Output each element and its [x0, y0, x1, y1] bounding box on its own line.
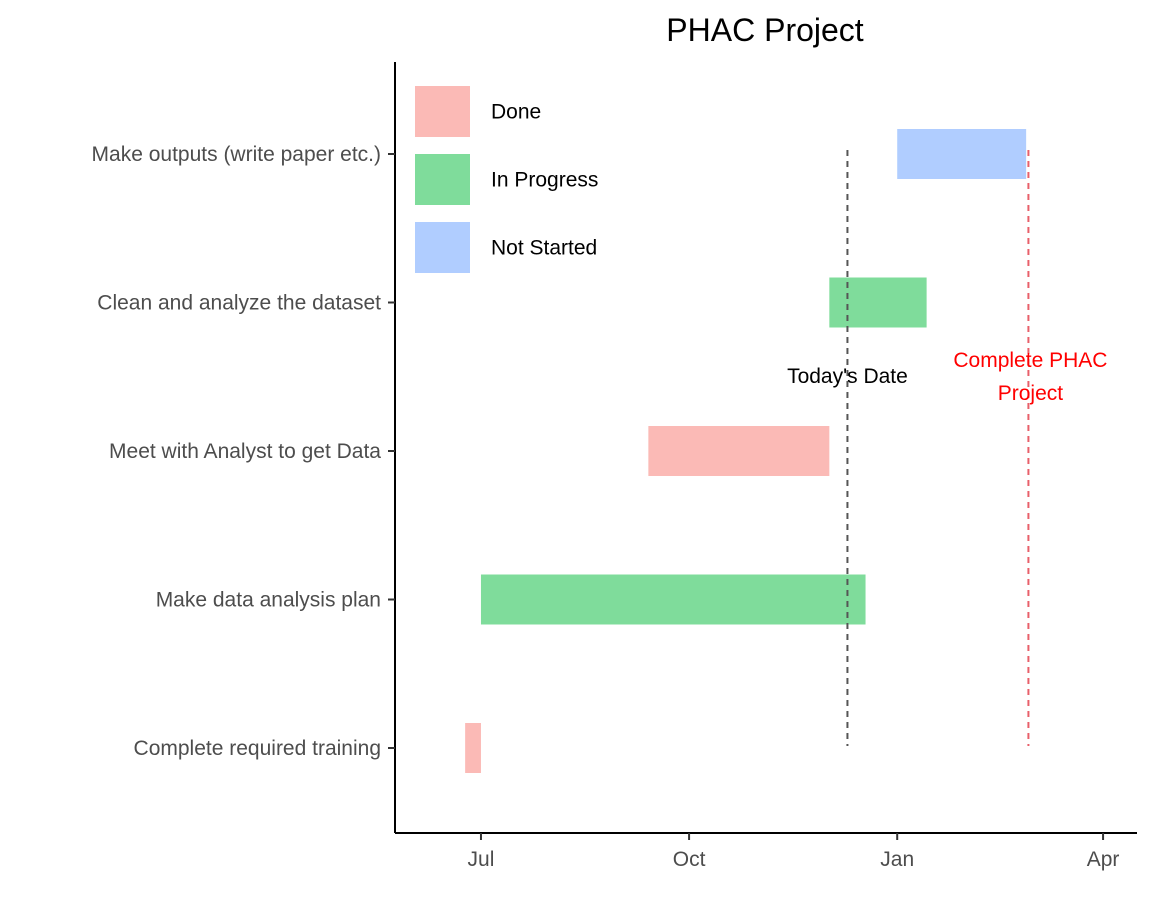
x-tick-label: Apr: [1087, 848, 1120, 871]
gantt-bar: [897, 129, 1027, 179]
legend-key: [415, 222, 470, 273]
y-tick-label: Make data analysis plan: [156, 589, 381, 612]
annotation-label: Complete PHAC: [953, 349, 1107, 372]
legend-label: In Progress: [491, 169, 598, 192]
annotation-label: Project: [998, 382, 1064, 405]
y-tick-label: Complete required training: [134, 737, 381, 760]
gantt-bar: [648, 426, 830, 476]
annotation-label: Today's Date: [787, 365, 908, 388]
y-tick-label: Make outputs (write paper etc.): [92, 143, 381, 166]
x-tick-label: Oct: [673, 848, 706, 871]
gantt-bar: [829, 277, 927, 328]
legend-label: Not Started: [491, 237, 597, 260]
y-tick-label: Meet with Analyst to get Data: [109, 440, 381, 463]
gantt-bar: [465, 723, 481, 773]
x-tick-label: Jan: [880, 848, 914, 871]
legend-key: [415, 86, 470, 137]
x-tick-label: Jul: [468, 848, 495, 871]
gantt-bar: [480, 574, 866, 625]
legend-label: Done: [491, 101, 541, 124]
y-tick-label: Clean and analyze the dataset: [97, 292, 381, 315]
chart-title: PHAC Project: [666, 12, 864, 48]
legend-key: [415, 154, 470, 205]
